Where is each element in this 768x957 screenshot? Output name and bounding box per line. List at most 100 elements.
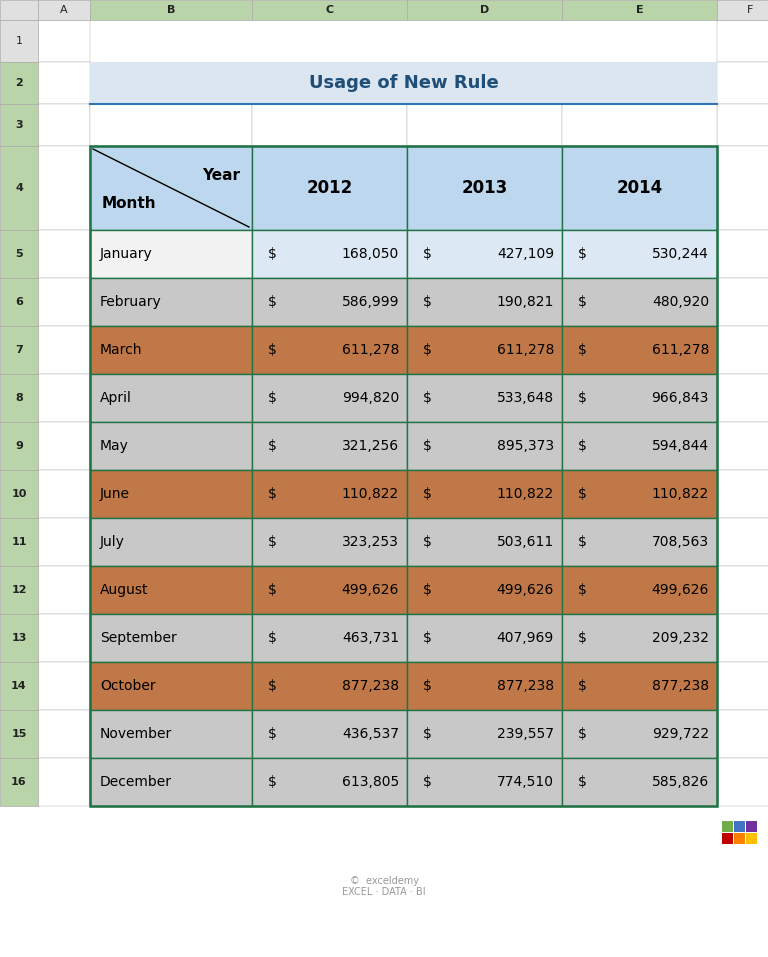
Text: 14: 14 bbox=[12, 681, 27, 691]
Text: 611,278: 611,278 bbox=[497, 343, 554, 357]
Bar bbox=[717, 0, 768, 20]
Text: C: C bbox=[326, 5, 333, 15]
Bar bbox=[0, 662, 38, 710]
Text: 12: 12 bbox=[12, 585, 27, 595]
Bar bbox=[0, 230, 38, 278]
Bar bbox=[562, 278, 717, 326]
Bar bbox=[252, 518, 407, 566]
Text: D: D bbox=[480, 5, 489, 15]
Bar bbox=[746, 833, 757, 844]
Text: March: March bbox=[100, 343, 143, 357]
Bar bbox=[90, 566, 252, 614]
Text: October: October bbox=[100, 679, 156, 693]
Bar bbox=[90, 104, 252, 146]
Bar bbox=[38, 374, 90, 422]
Bar bbox=[252, 374, 407, 422]
Bar bbox=[562, 422, 717, 470]
Bar bbox=[90, 62, 717, 104]
Bar bbox=[90, 710, 252, 758]
Bar bbox=[562, 662, 717, 710]
Bar bbox=[407, 422, 562, 470]
Bar bbox=[562, 758, 717, 806]
Bar bbox=[252, 566, 407, 614]
Text: 15: 15 bbox=[12, 729, 27, 739]
Bar bbox=[38, 326, 90, 374]
Bar bbox=[0, 374, 38, 422]
Bar bbox=[407, 0, 562, 20]
Bar bbox=[0, 758, 38, 806]
Text: 436,537: 436,537 bbox=[342, 727, 399, 741]
Bar bbox=[252, 104, 407, 146]
Text: 1: 1 bbox=[15, 36, 22, 46]
Text: $: $ bbox=[423, 487, 432, 501]
Bar bbox=[717, 62, 768, 104]
Text: 877,238: 877,238 bbox=[652, 679, 709, 693]
Bar bbox=[90, 278, 252, 326]
Text: $: $ bbox=[578, 487, 587, 501]
Text: 585,826: 585,826 bbox=[652, 775, 709, 789]
Bar bbox=[38, 104, 90, 146]
Bar bbox=[90, 614, 252, 662]
Bar bbox=[38, 518, 90, 566]
Text: 7: 7 bbox=[15, 345, 23, 355]
Text: $: $ bbox=[423, 439, 432, 453]
Bar bbox=[717, 614, 768, 662]
Bar bbox=[90, 758, 252, 806]
Text: $: $ bbox=[423, 343, 432, 357]
Bar bbox=[734, 833, 745, 844]
Text: $: $ bbox=[578, 679, 587, 693]
Bar bbox=[562, 710, 717, 758]
Text: 209,232: 209,232 bbox=[652, 631, 709, 645]
Text: 530,244: 530,244 bbox=[652, 247, 709, 261]
Bar bbox=[0, 326, 38, 374]
Bar bbox=[0, 104, 38, 146]
Text: A: A bbox=[60, 5, 68, 15]
Bar bbox=[407, 518, 562, 566]
Bar bbox=[38, 662, 90, 710]
Text: $: $ bbox=[423, 535, 432, 549]
Text: 2: 2 bbox=[15, 78, 23, 88]
Text: $: $ bbox=[268, 631, 277, 645]
Text: $: $ bbox=[423, 679, 432, 693]
Text: 611,278: 611,278 bbox=[651, 343, 709, 357]
Text: 427,109: 427,109 bbox=[497, 247, 554, 261]
Text: 10: 10 bbox=[12, 489, 27, 499]
Text: 877,238: 877,238 bbox=[497, 679, 554, 693]
Bar bbox=[0, 62, 38, 104]
Text: 407,969: 407,969 bbox=[497, 631, 554, 645]
Text: 5: 5 bbox=[15, 249, 23, 259]
Text: April: April bbox=[100, 391, 132, 405]
Text: $: $ bbox=[268, 439, 277, 453]
Text: $: $ bbox=[268, 247, 277, 261]
Text: 110,822: 110,822 bbox=[652, 487, 709, 501]
Text: $: $ bbox=[268, 583, 277, 597]
Text: 774,510: 774,510 bbox=[497, 775, 554, 789]
Text: January: January bbox=[100, 247, 153, 261]
Bar bbox=[252, 758, 407, 806]
Bar bbox=[90, 662, 252, 710]
Text: $: $ bbox=[423, 727, 432, 741]
Text: 3: 3 bbox=[15, 120, 23, 130]
Bar bbox=[717, 230, 768, 278]
Text: $: $ bbox=[578, 727, 587, 741]
Text: $: $ bbox=[423, 775, 432, 789]
Bar bbox=[38, 422, 90, 470]
Text: 708,563: 708,563 bbox=[652, 535, 709, 549]
Text: $: $ bbox=[578, 343, 587, 357]
Bar bbox=[38, 758, 90, 806]
Text: 2013: 2013 bbox=[462, 179, 508, 197]
Text: 2014: 2014 bbox=[617, 179, 663, 197]
Bar bbox=[38, 278, 90, 326]
Bar bbox=[252, 278, 407, 326]
Bar bbox=[252, 710, 407, 758]
Bar bbox=[717, 518, 768, 566]
Text: 480,920: 480,920 bbox=[652, 295, 709, 309]
Bar bbox=[717, 470, 768, 518]
Bar bbox=[0, 278, 38, 326]
Text: September: September bbox=[100, 631, 177, 645]
Bar bbox=[562, 146, 717, 230]
Text: 929,722: 929,722 bbox=[652, 727, 709, 741]
Bar bbox=[38, 146, 90, 230]
Bar bbox=[722, 833, 733, 844]
Bar bbox=[562, 566, 717, 614]
